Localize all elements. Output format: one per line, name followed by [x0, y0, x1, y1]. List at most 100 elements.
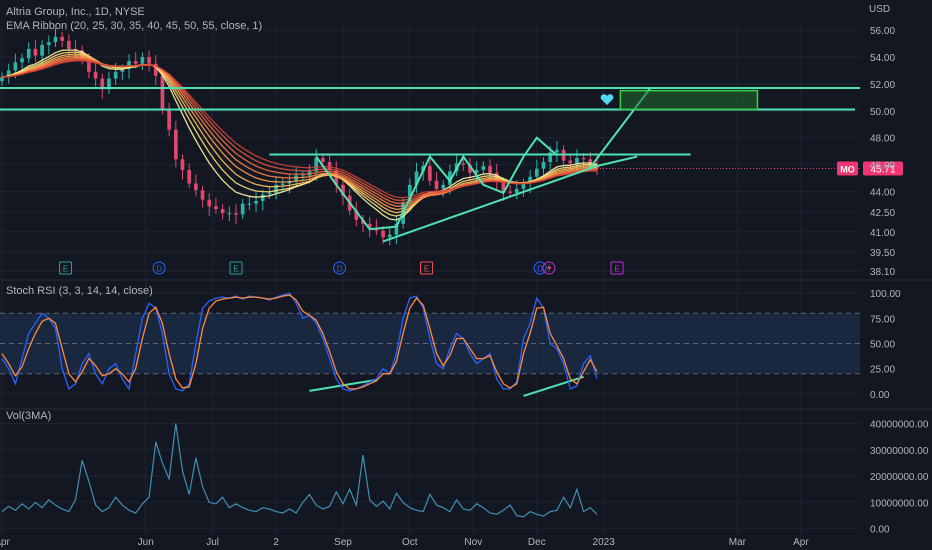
candle-body	[474, 170, 479, 173]
x-tick-label: Nov	[464, 537, 482, 548]
dividend-marker	[533, 261, 547, 275]
candle-body	[220, 209, 225, 214]
x-tick-label: 2	[273, 537, 279, 548]
candle-body	[214, 206, 218, 210]
symbol-title[interactable]: Altria Group, Inc., 1D, NYSE	[6, 6, 145, 18]
candle-body	[0, 77, 4, 82]
y-tick-label: 40000000.00	[870, 420, 929, 431]
candle-body	[280, 183, 285, 185]
candle-body	[247, 203, 252, 205]
axes: 56.00 54.00 52.00 50.00 48.00 46.00 44.00 42.50…	[0, 26, 929, 548]
y-tick-label: 46.00	[870, 161, 895, 172]
event-marker-label: E	[614, 265, 619, 274]
candle-body	[153, 63, 158, 76]
y-tick-label: 38.10	[870, 267, 895, 278]
candle-body	[428, 165, 432, 181]
candle-body	[555, 149, 559, 153]
x-tick-label: Jul	[206, 537, 219, 548]
candle-body	[26, 48, 31, 59]
candle-body	[521, 183, 526, 189]
volume-legend[interactable]: Vol(3MA)	[6, 410, 52, 422]
candle-body	[568, 160, 573, 164]
candle-body	[200, 190, 205, 200]
event-marker-label: D	[337, 265, 343, 274]
candle-body	[93, 71, 98, 79]
ema-ribbon	[1, 49, 598, 221]
earnings-marker	[420, 261, 434, 275]
candle-body	[534, 168, 539, 177]
candle-body	[354, 210, 359, 220]
stoch-divergence-line	[309, 378, 377, 392]
candle-body	[508, 191, 512, 193]
stoch-band	[0, 312, 860, 375]
y-tick-label: 75.00	[870, 314, 895, 325]
y-tick-label: 10000000.00	[870, 498, 929, 509]
drawings[interactable]: MO 45.71	[0, 86, 903, 397]
split-marker	[542, 261, 556, 275]
y-tick-label: 52.00	[870, 80, 895, 91]
candle-body	[140, 56, 145, 64]
candle-body	[227, 213, 232, 215]
candle-body	[274, 184, 278, 193]
candle-body	[133, 61, 138, 64]
candle-body	[387, 234, 392, 238]
x-tick-label: Apr	[793, 537, 809, 548]
candle-body	[481, 165, 486, 171]
volume-line-path	[1, 423, 598, 518]
candle-body	[441, 184, 446, 189]
candle-body	[194, 183, 198, 191]
event-marker-label: E	[233, 265, 238, 274]
y-tick-label: 30000000.00	[870, 446, 929, 457]
stoch-rsi-legend[interactable]: Stoch RSI (3, 3, 14, 14, close)	[6, 285, 153, 297]
candle-body	[167, 109, 171, 130]
candle-body	[180, 159, 185, 171]
candle-body	[267, 192, 272, 195]
candle-body	[575, 157, 579, 164]
price-badge-label: 45.71	[870, 165, 895, 176]
ema-line	[1, 60, 598, 199]
candle-body	[147, 56, 151, 64]
candle-body	[581, 157, 586, 160]
stoch-rsi-lines	[1, 292, 598, 392]
currency-label: USD	[869, 4, 890, 15]
candle-body	[33, 48, 38, 56]
ema-ribbon-legend[interactable]: EMA Ribbon (20, 25, 30, 35, 40, 45, 50, …	[6, 20, 263, 32]
candle-body	[53, 36, 58, 43]
candle-body	[20, 58, 24, 63]
candle-body	[6, 70, 11, 78]
candle-body	[173, 129, 178, 160]
candle-body	[207, 199, 212, 207]
candle-body	[501, 182, 506, 192]
candle-body	[120, 69, 125, 72]
candle-body	[46, 42, 51, 45]
candle-body	[514, 188, 519, 193]
candle-body	[321, 157, 325, 162]
y-tick-label: 50.00	[870, 340, 895, 351]
y-tick-label: 48.00	[870, 134, 895, 145]
event-marker-label: E	[424, 265, 429, 274]
grid	[0, 22, 932, 534]
target-zone-box	[619, 89, 759, 111]
x-tick-label: Jun	[138, 537, 154, 548]
y-tick-label: 25.00	[870, 365, 895, 376]
candle-body	[468, 164, 472, 173]
stoch-k-line	[1, 292, 598, 392]
y-tick-label: 44.00	[870, 188, 895, 199]
candle-body	[407, 184, 412, 203]
event-marker-label: E	[63, 265, 68, 274]
y-tick-label: 0.00	[870, 525, 890, 536]
y-tick-label: 50.00	[870, 107, 895, 118]
candle-body	[127, 61, 131, 70]
candle-body	[314, 157, 319, 172]
candle-body	[434, 180, 439, 189]
candle-body	[334, 170, 339, 185]
candle-body	[541, 161, 546, 169]
symbol-label: MO	[840, 165, 855, 175]
y-tick-label: 54.00	[870, 53, 895, 64]
x-tick-label: Apr	[0, 537, 10, 548]
candle-body	[588, 159, 593, 165]
candle-body	[394, 223, 399, 235]
